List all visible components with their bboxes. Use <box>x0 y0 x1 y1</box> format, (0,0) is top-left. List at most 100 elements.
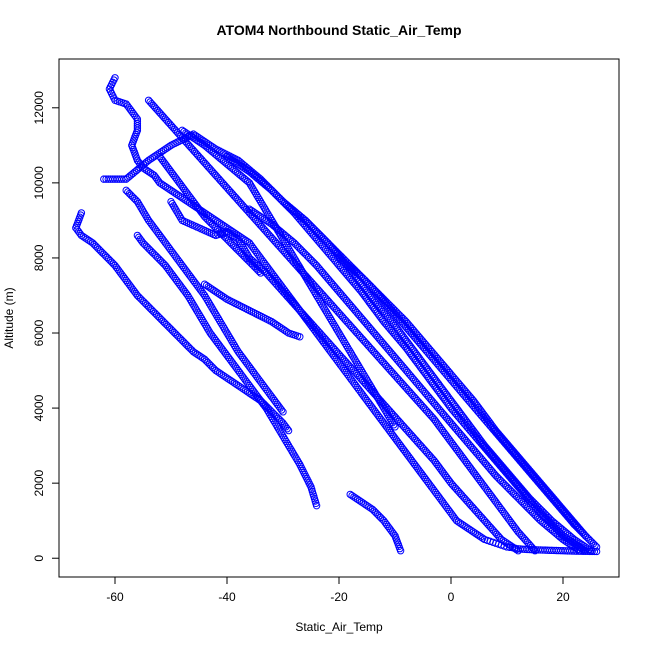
data-point <box>225 333 234 341</box>
data-point <box>187 132 196 141</box>
data-point <box>281 435 289 444</box>
data-point <box>371 389 379 398</box>
data-point <box>291 256 300 264</box>
data-point <box>365 503 373 511</box>
data-point <box>327 316 336 325</box>
data-point <box>456 519 465 527</box>
data-point <box>292 454 300 462</box>
data-point <box>352 358 361 366</box>
data-point <box>320 304 328 312</box>
data-point <box>204 325 212 333</box>
data-point <box>503 539 511 547</box>
data-point <box>348 352 357 360</box>
data-point <box>227 155 235 163</box>
data-point <box>227 376 235 385</box>
data-point <box>199 316 207 325</box>
data-point <box>370 387 378 396</box>
x-tick-label: -40 <box>218 590 236 604</box>
data-series-15 <box>245 205 584 555</box>
data-point <box>185 131 194 140</box>
data-point <box>165 142 173 151</box>
data-point <box>169 202 178 210</box>
data-point <box>230 341 239 350</box>
data-series-10 <box>335 254 590 540</box>
data-point <box>295 262 303 270</box>
data-series-5 <box>72 209 293 435</box>
data-point <box>477 533 485 541</box>
data-point <box>363 377 372 385</box>
data-point <box>190 302 198 310</box>
data-point <box>161 182 170 191</box>
data-point <box>230 232 239 241</box>
data-point <box>279 325 287 333</box>
data-point <box>471 529 479 537</box>
data-series-3 <box>144 96 539 555</box>
data-point <box>241 165 250 173</box>
data-point <box>245 179 254 187</box>
data-point <box>189 201 198 210</box>
data-point <box>263 406 272 414</box>
data-point <box>272 421 280 429</box>
data-point <box>184 130 192 138</box>
data-point <box>314 293 322 302</box>
data-point <box>195 137 203 146</box>
data-point <box>200 318 208 327</box>
x-tick-label: -60 <box>106 590 124 604</box>
data-point <box>380 404 388 412</box>
data-point <box>171 204 179 212</box>
data-point <box>173 208 181 216</box>
data-point <box>581 547 590 555</box>
data-point <box>204 283 213 291</box>
data-point <box>462 523 470 531</box>
data-point <box>291 452 299 460</box>
data-point <box>587 547 595 555</box>
data-point <box>232 380 241 389</box>
data-point <box>304 277 312 285</box>
data-point <box>169 187 177 196</box>
data-point <box>215 316 224 325</box>
data-point <box>157 180 166 188</box>
data-point <box>159 146 168 155</box>
data-point <box>346 348 354 356</box>
data-point <box>344 343 352 352</box>
data-point <box>283 425 291 433</box>
data-point <box>334 327 342 335</box>
data-point <box>228 231 237 240</box>
data-series-11 <box>346 490 405 555</box>
data-point <box>452 516 461 525</box>
data-point <box>296 333 304 341</box>
data-point <box>144 167 153 176</box>
data-point <box>454 518 463 526</box>
data-point <box>268 318 276 326</box>
data-point <box>156 149 164 157</box>
data-point <box>312 291 321 300</box>
data-point <box>568 542 577 550</box>
data-point <box>194 308 202 316</box>
data-point <box>234 381 242 390</box>
data-point <box>163 144 171 152</box>
data-point <box>276 231 285 239</box>
data-point <box>245 205 254 213</box>
data-point <box>288 250 296 258</box>
data-series-8 <box>223 152 590 555</box>
data-point <box>208 285 216 293</box>
data-point <box>339 335 347 343</box>
data-point <box>148 154 157 162</box>
data-point <box>77 231 86 240</box>
data-point <box>501 538 509 546</box>
data-point <box>350 354 358 362</box>
data-point <box>289 252 297 260</box>
y-tick-label: 10000 <box>32 166 46 200</box>
data-point <box>172 206 180 214</box>
data-point <box>172 190 181 198</box>
data-point <box>278 431 287 439</box>
y-tick-label: 0 <box>32 555 46 562</box>
data-point <box>279 408 287 416</box>
data-point <box>284 441 293 450</box>
data-point <box>342 341 351 350</box>
data-point <box>159 181 168 190</box>
data-point <box>281 326 289 335</box>
data-series-12 <box>200 280 304 341</box>
data-point <box>365 379 373 387</box>
data-point <box>385 412 393 421</box>
